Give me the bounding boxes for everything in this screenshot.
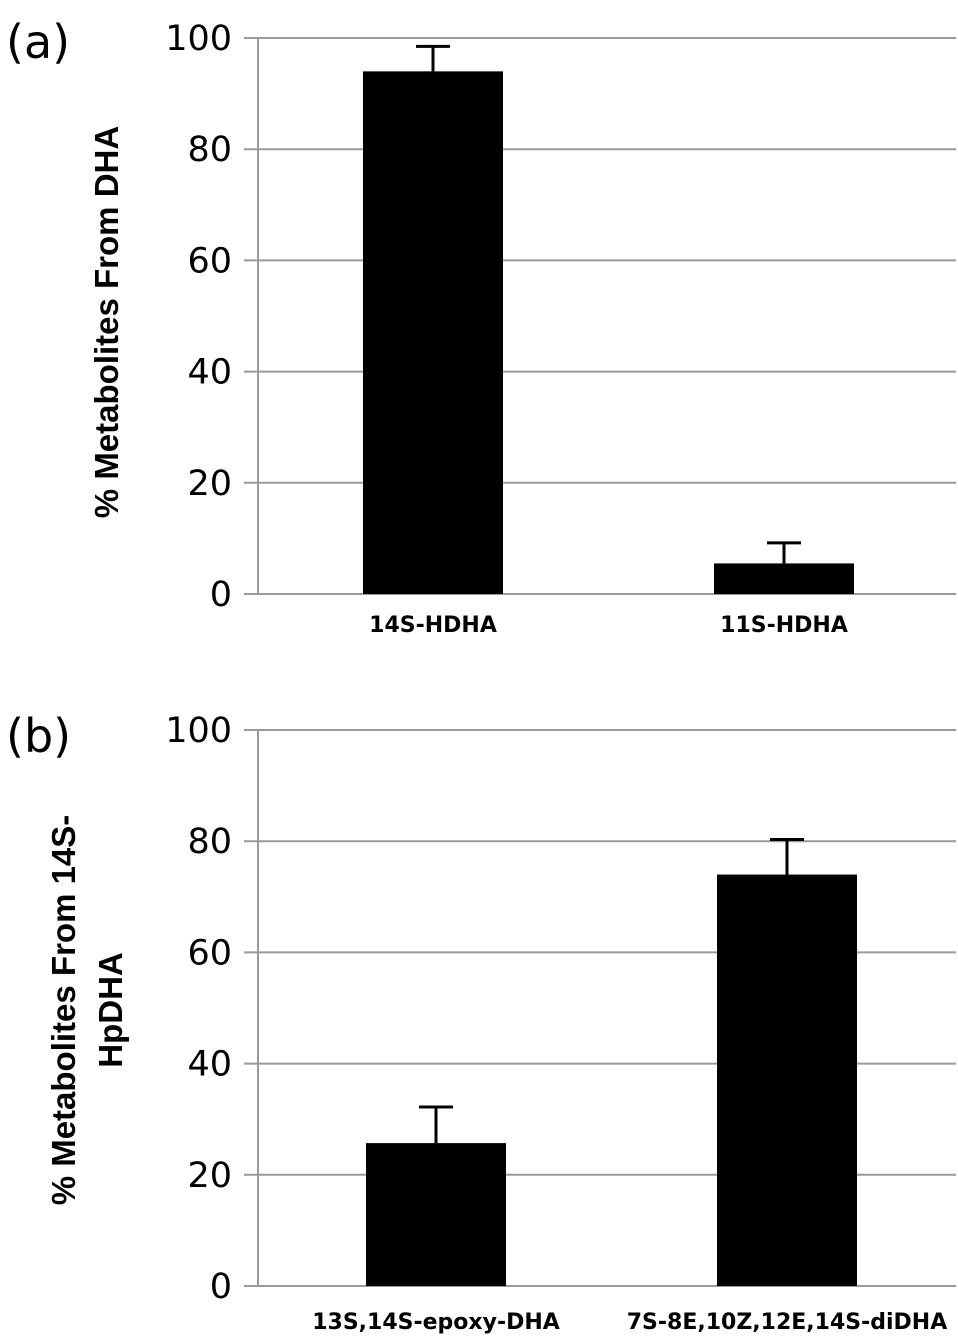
panel-a-categories: 14S-HDHA 11S-HDHA (369, 613, 848, 638)
panel-a-gridlines (244, 37, 956, 595)
panel-a-category-label: 14S-HDHA (369, 613, 497, 638)
panel-a-y-tick-label: 60 (187, 241, 232, 281)
panel-b-category-label: 7S-8E,10Z,12E,14S-diDHA (627, 1310, 947, 1335)
panel-b-category-label: 13S,14S-epoxy-DHA (312, 1310, 560, 1335)
panel-a-y-tick-label: 40 (187, 353, 232, 393)
chart-panel-b: (b) 0 20 40 60 80 100 13S,14S-epoxy-DHA 7S-8E,… (6, 709, 956, 1335)
panel-b-bar (366, 1143, 506, 1286)
panel-b-y-axis-label-line-1: % Metabolites From 14S- (45, 815, 82, 1206)
panel-b-y-tick-label: 0 (210, 1267, 232, 1307)
panel-a-y-axis-label: % Metabolites From DHA (88, 126, 125, 518)
panel-a-bars (363, 44, 854, 595)
chart-panel-a: (a) 0 20 40 60 80 100 14S-HDHA 11S-HDHA % Meta… (6, 15, 956, 638)
panel-b-y-ticks: 0 20 40 60 80 100 (165, 711, 232, 1307)
panel-a-y-tick-label: 0 (210, 575, 232, 615)
panel-a-y-tick-label: 20 (187, 464, 232, 504)
panel-a-bar (363, 71, 503, 595)
panel-b-y-axis-label-line-2: HpDHA (92, 952, 129, 1067)
panel-b-y-tick-label: 20 (187, 1156, 232, 1196)
panel-b-label: (b) (6, 709, 71, 763)
panel-b-y-tick-label: 60 (187, 933, 232, 973)
panel-b-y-tick-label: 100 (165, 711, 232, 751)
panel-b-categories: 13S,14S-epoxy-DHA 7S-8E,10Z,12E,14S-diDHA (312, 1310, 947, 1335)
panel-b-bar (717, 874, 857, 1286)
panel-a-label: (a) (6, 15, 70, 69)
panel-b-bars (366, 838, 857, 1286)
panel-b-y-tick-label: 80 (187, 822, 232, 862)
panel-a-bar (714, 563, 854, 594)
panel-a-y-tick-label: 100 (165, 19, 232, 59)
panel-a-category-label: 11S-HDHA (720, 613, 848, 638)
panel-a-y-ticks: 0 20 40 60 80 100 (165, 19, 232, 615)
panel-a-y-tick-label: 80 (187, 130, 232, 170)
panel-b-y-tick-label: 40 (187, 1045, 232, 1085)
